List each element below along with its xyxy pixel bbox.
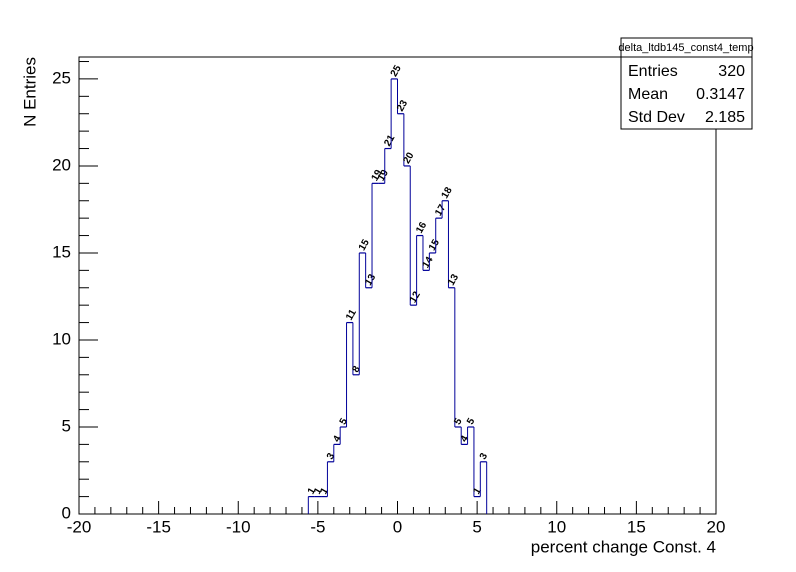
stats-value: 2.185 xyxy=(705,109,745,126)
stats-label: Std Dev xyxy=(628,109,685,126)
y-axis-label: N Entries xyxy=(20,57,39,127)
x-tick-label: -5 xyxy=(310,517,325,536)
y-tick-label: 0 xyxy=(62,503,71,522)
x-tick-label: 20 xyxy=(707,517,726,536)
x-tick-label: 5 xyxy=(472,517,481,536)
value-label: 16 xyxy=(414,220,429,236)
value-label: 1 xyxy=(471,486,484,497)
x-axis-label: percent change Const. 4 xyxy=(531,537,716,556)
value-label: 17 xyxy=(433,202,448,218)
value-label: 19 xyxy=(376,168,391,184)
x-tick-label: 10 xyxy=(547,517,566,536)
value-label: 25 xyxy=(389,63,404,79)
stats-title: delta_ltdb145_const4_temp xyxy=(618,42,753,54)
stats-label: Entries xyxy=(628,63,678,80)
value-label: 1 xyxy=(319,486,332,497)
stats-value: 320 xyxy=(718,63,745,80)
y-tick-label: 20 xyxy=(52,155,71,174)
value-label: 5 xyxy=(465,416,478,427)
value-label: 14 xyxy=(421,255,436,271)
stats-value: 0.3147 xyxy=(696,86,745,103)
x-tick-label: 15 xyxy=(627,517,646,536)
x-tick-label: -10 xyxy=(226,517,251,536)
value-label: 1 xyxy=(312,486,325,497)
y-tick-label: 25 xyxy=(52,68,71,87)
value-label: 5 xyxy=(452,416,465,427)
stats-body xyxy=(620,56,753,130)
value-label: 12 xyxy=(408,289,423,305)
x-tick-label: -15 xyxy=(146,517,171,536)
value-label: 4 xyxy=(459,434,472,445)
stats-box: delta_ltdb145_const4_temp Entries 320 Mean… xyxy=(618,37,754,130)
value-label: 3 xyxy=(325,451,338,462)
x-tick-label: -20 xyxy=(67,517,92,536)
value-label: 19 xyxy=(370,168,385,184)
value-label: 4 xyxy=(331,434,344,445)
y-tick-label: 5 xyxy=(62,416,71,435)
value-label: 1 xyxy=(306,486,319,497)
value-label: 18 xyxy=(440,185,455,201)
value-label: 15 xyxy=(357,237,372,253)
value-label: 3 xyxy=(478,451,491,462)
value-label: 20 xyxy=(401,150,416,166)
value-label: 23 xyxy=(395,98,410,114)
y-tick-label: 10 xyxy=(52,329,71,348)
value-label: 15 xyxy=(427,237,442,253)
value-label: 8 xyxy=(350,364,363,375)
value-label: 13 xyxy=(446,272,461,288)
value-label: 13 xyxy=(363,272,378,288)
y-tick-label: 15 xyxy=(52,242,71,261)
value-label: 5 xyxy=(338,416,351,427)
x-tick-label: 0 xyxy=(393,517,402,536)
value-label: 21 xyxy=(382,133,397,149)
stats-label: Mean xyxy=(628,86,668,103)
